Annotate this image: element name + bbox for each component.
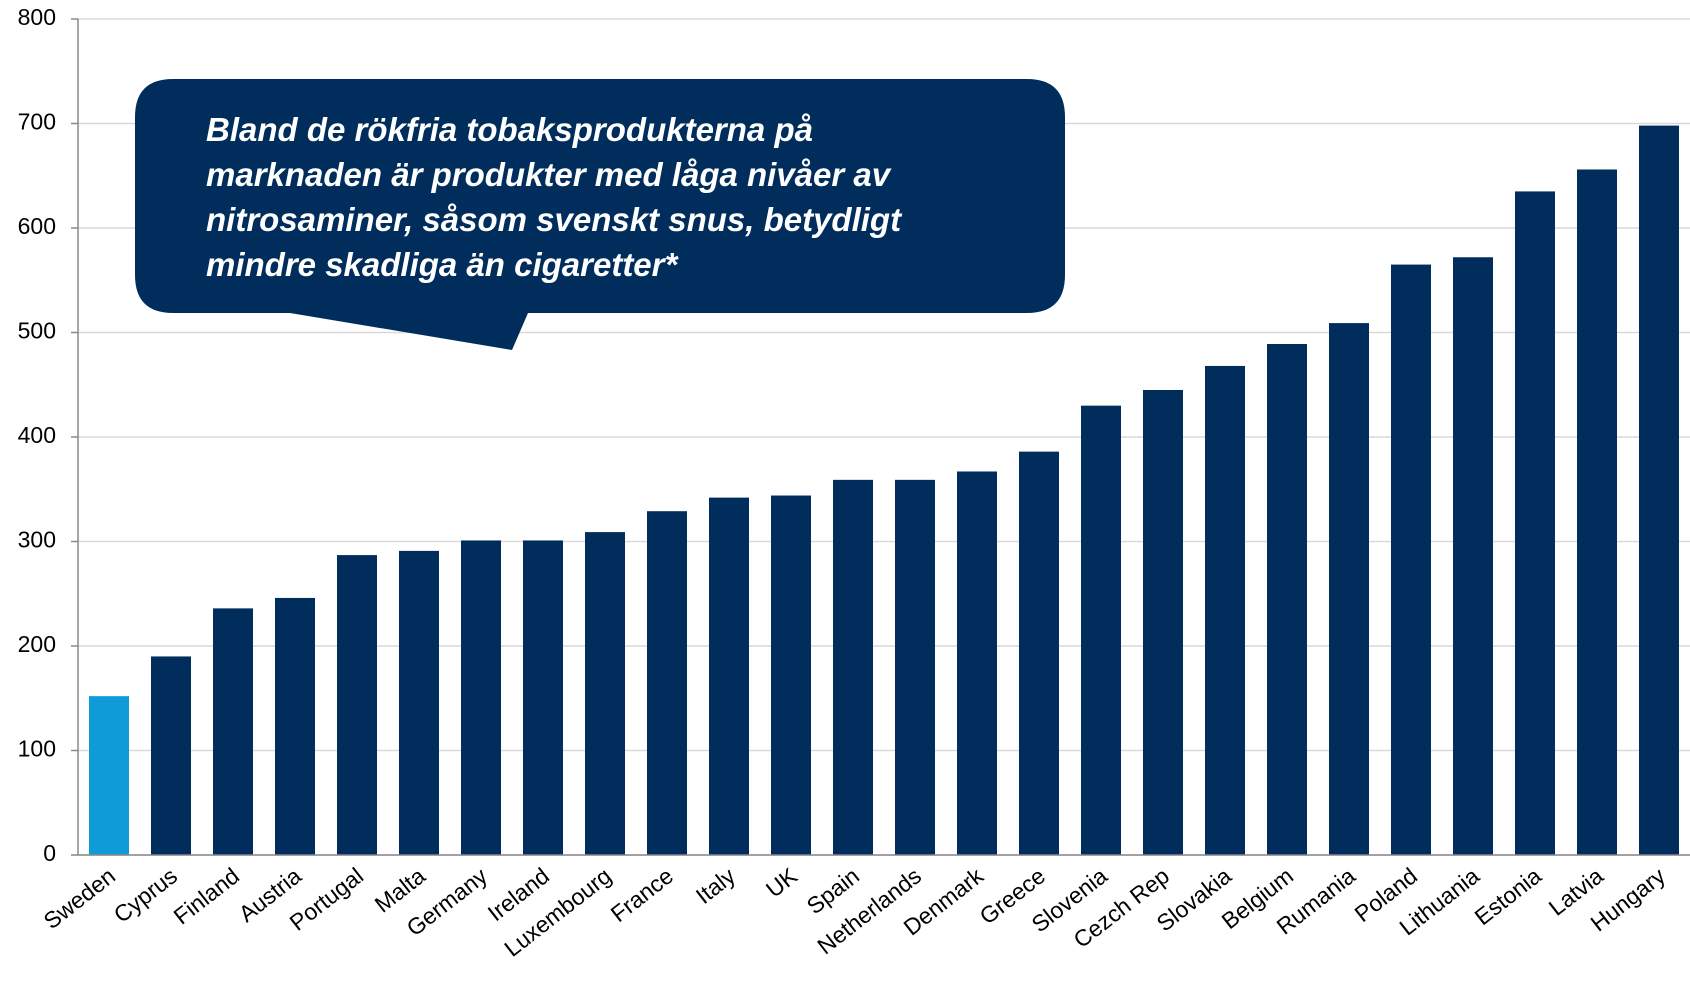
bar — [771, 495, 811, 855]
bar — [151, 656, 191, 855]
bar — [1391, 264, 1431, 855]
y-tick-label: 700 — [18, 109, 56, 135]
y-tick-label: 0 — [43, 840, 56, 866]
bar — [275, 597, 315, 855]
bar — [1019, 451, 1059, 855]
x-tick-label: UK — [761, 862, 803, 903]
bar — [709, 497, 749, 855]
bar — [1143, 389, 1183, 855]
x-tick-label: Cyprus — [109, 862, 182, 927]
bar — [1081, 405, 1121, 855]
bar — [89, 696, 129, 855]
x-tick-label: France — [606, 862, 678, 927]
bar — [957, 471, 997, 855]
annotation-line: marknaden är produkter med låga nivåer a… — [206, 156, 892, 193]
y-tick-label: 100 — [18, 736, 56, 762]
bar — [461, 540, 501, 855]
y-tick-label: 200 — [18, 631, 56, 657]
bar — [1205, 365, 1245, 855]
x-tick-label: Finland — [169, 862, 244, 929]
bar — [895, 479, 935, 855]
x-tick-label: Estonia — [1470, 862, 1547, 930]
x-tick-label: Sweden — [39, 862, 121, 934]
y-tick-label: 500 — [18, 318, 56, 344]
bar — [337, 555, 377, 855]
y-tick-label: 400 — [18, 422, 56, 448]
bar — [399, 550, 439, 855]
bar — [833, 479, 873, 855]
bar — [1515, 191, 1555, 856]
annotation-line: nitrosaminer, såsom svenskt snus, betydl… — [206, 201, 903, 238]
annotation-line: mindre skadliga än cigaretter* — [206, 246, 680, 283]
bar — [1329, 323, 1369, 856]
bar — [585, 532, 625, 855]
y-tick-label: 800 — [18, 4, 56, 30]
bar — [1267, 343, 1307, 855]
callout-bubble — [135, 79, 1065, 350]
bar — [1577, 169, 1617, 856]
bar — [1639, 125, 1679, 856]
bar — [647, 511, 687, 855]
x-tick-label: Luxembourg — [499, 862, 616, 961]
bar — [213, 608, 253, 855]
annotation-line: Bland de rökfria tobaksprodukterna på — [206, 111, 813, 148]
x-tick-label: Italy — [691, 862, 741, 909]
bar — [523, 540, 563, 855]
y-tick-label: 300 — [18, 527, 56, 553]
y-tick-label: 600 — [18, 213, 56, 239]
bar — [1453, 257, 1493, 855]
